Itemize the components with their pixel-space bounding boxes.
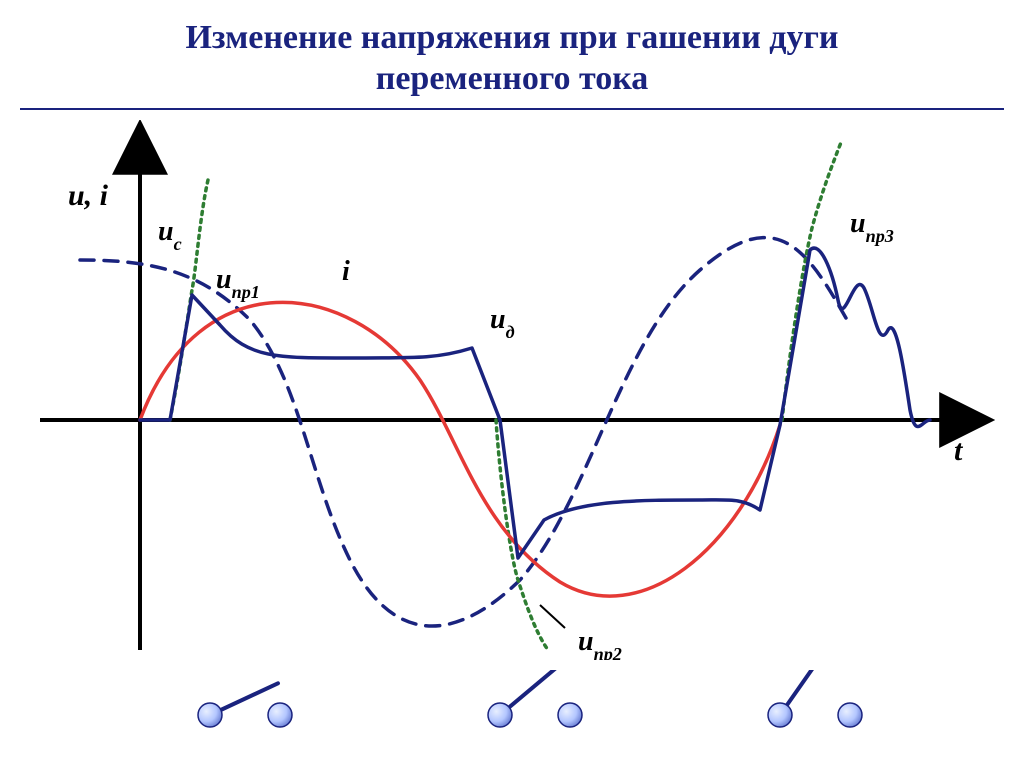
switch-contact xyxy=(268,703,292,727)
switch-svg xyxy=(20,670,1004,750)
switch-contact xyxy=(558,703,582,727)
y-axis-label: u, i xyxy=(68,179,109,212)
chart-svg: u, ituсuпр1iuдuпр2uпр3 xyxy=(20,120,1004,660)
curve-i_current xyxy=(140,302,780,596)
label-u_pr3: uпр3 xyxy=(850,208,894,246)
switch-3 xyxy=(768,670,862,727)
switch-1 xyxy=(198,683,292,727)
switch-contact xyxy=(488,703,512,727)
switch-contact xyxy=(768,703,792,727)
switch-contact xyxy=(198,703,222,727)
switch-2 xyxy=(488,670,582,727)
label-u_c: uс xyxy=(158,216,182,254)
label-u_pr2: uпр2 xyxy=(578,626,622,660)
switch-row xyxy=(20,670,1004,750)
switch-contact xyxy=(838,703,862,727)
leader-u-pr2 xyxy=(540,605,565,628)
chart: u, ituсuпр1iuдuпр2uпр3 xyxy=(20,120,1004,660)
label-u_d: uд xyxy=(490,304,515,342)
x-axis-label: t xyxy=(954,434,964,467)
curve-u_c_dashed xyxy=(80,238,850,626)
label-i: i xyxy=(342,256,350,287)
title-rule xyxy=(20,108,1003,110)
title-line1: Изменение напряжения при гашении дуги xyxy=(0,18,1024,59)
title-line2: переменного тока xyxy=(0,59,1024,100)
slide-title: Изменение напряжения при гашении дуги пе… xyxy=(0,0,1024,100)
